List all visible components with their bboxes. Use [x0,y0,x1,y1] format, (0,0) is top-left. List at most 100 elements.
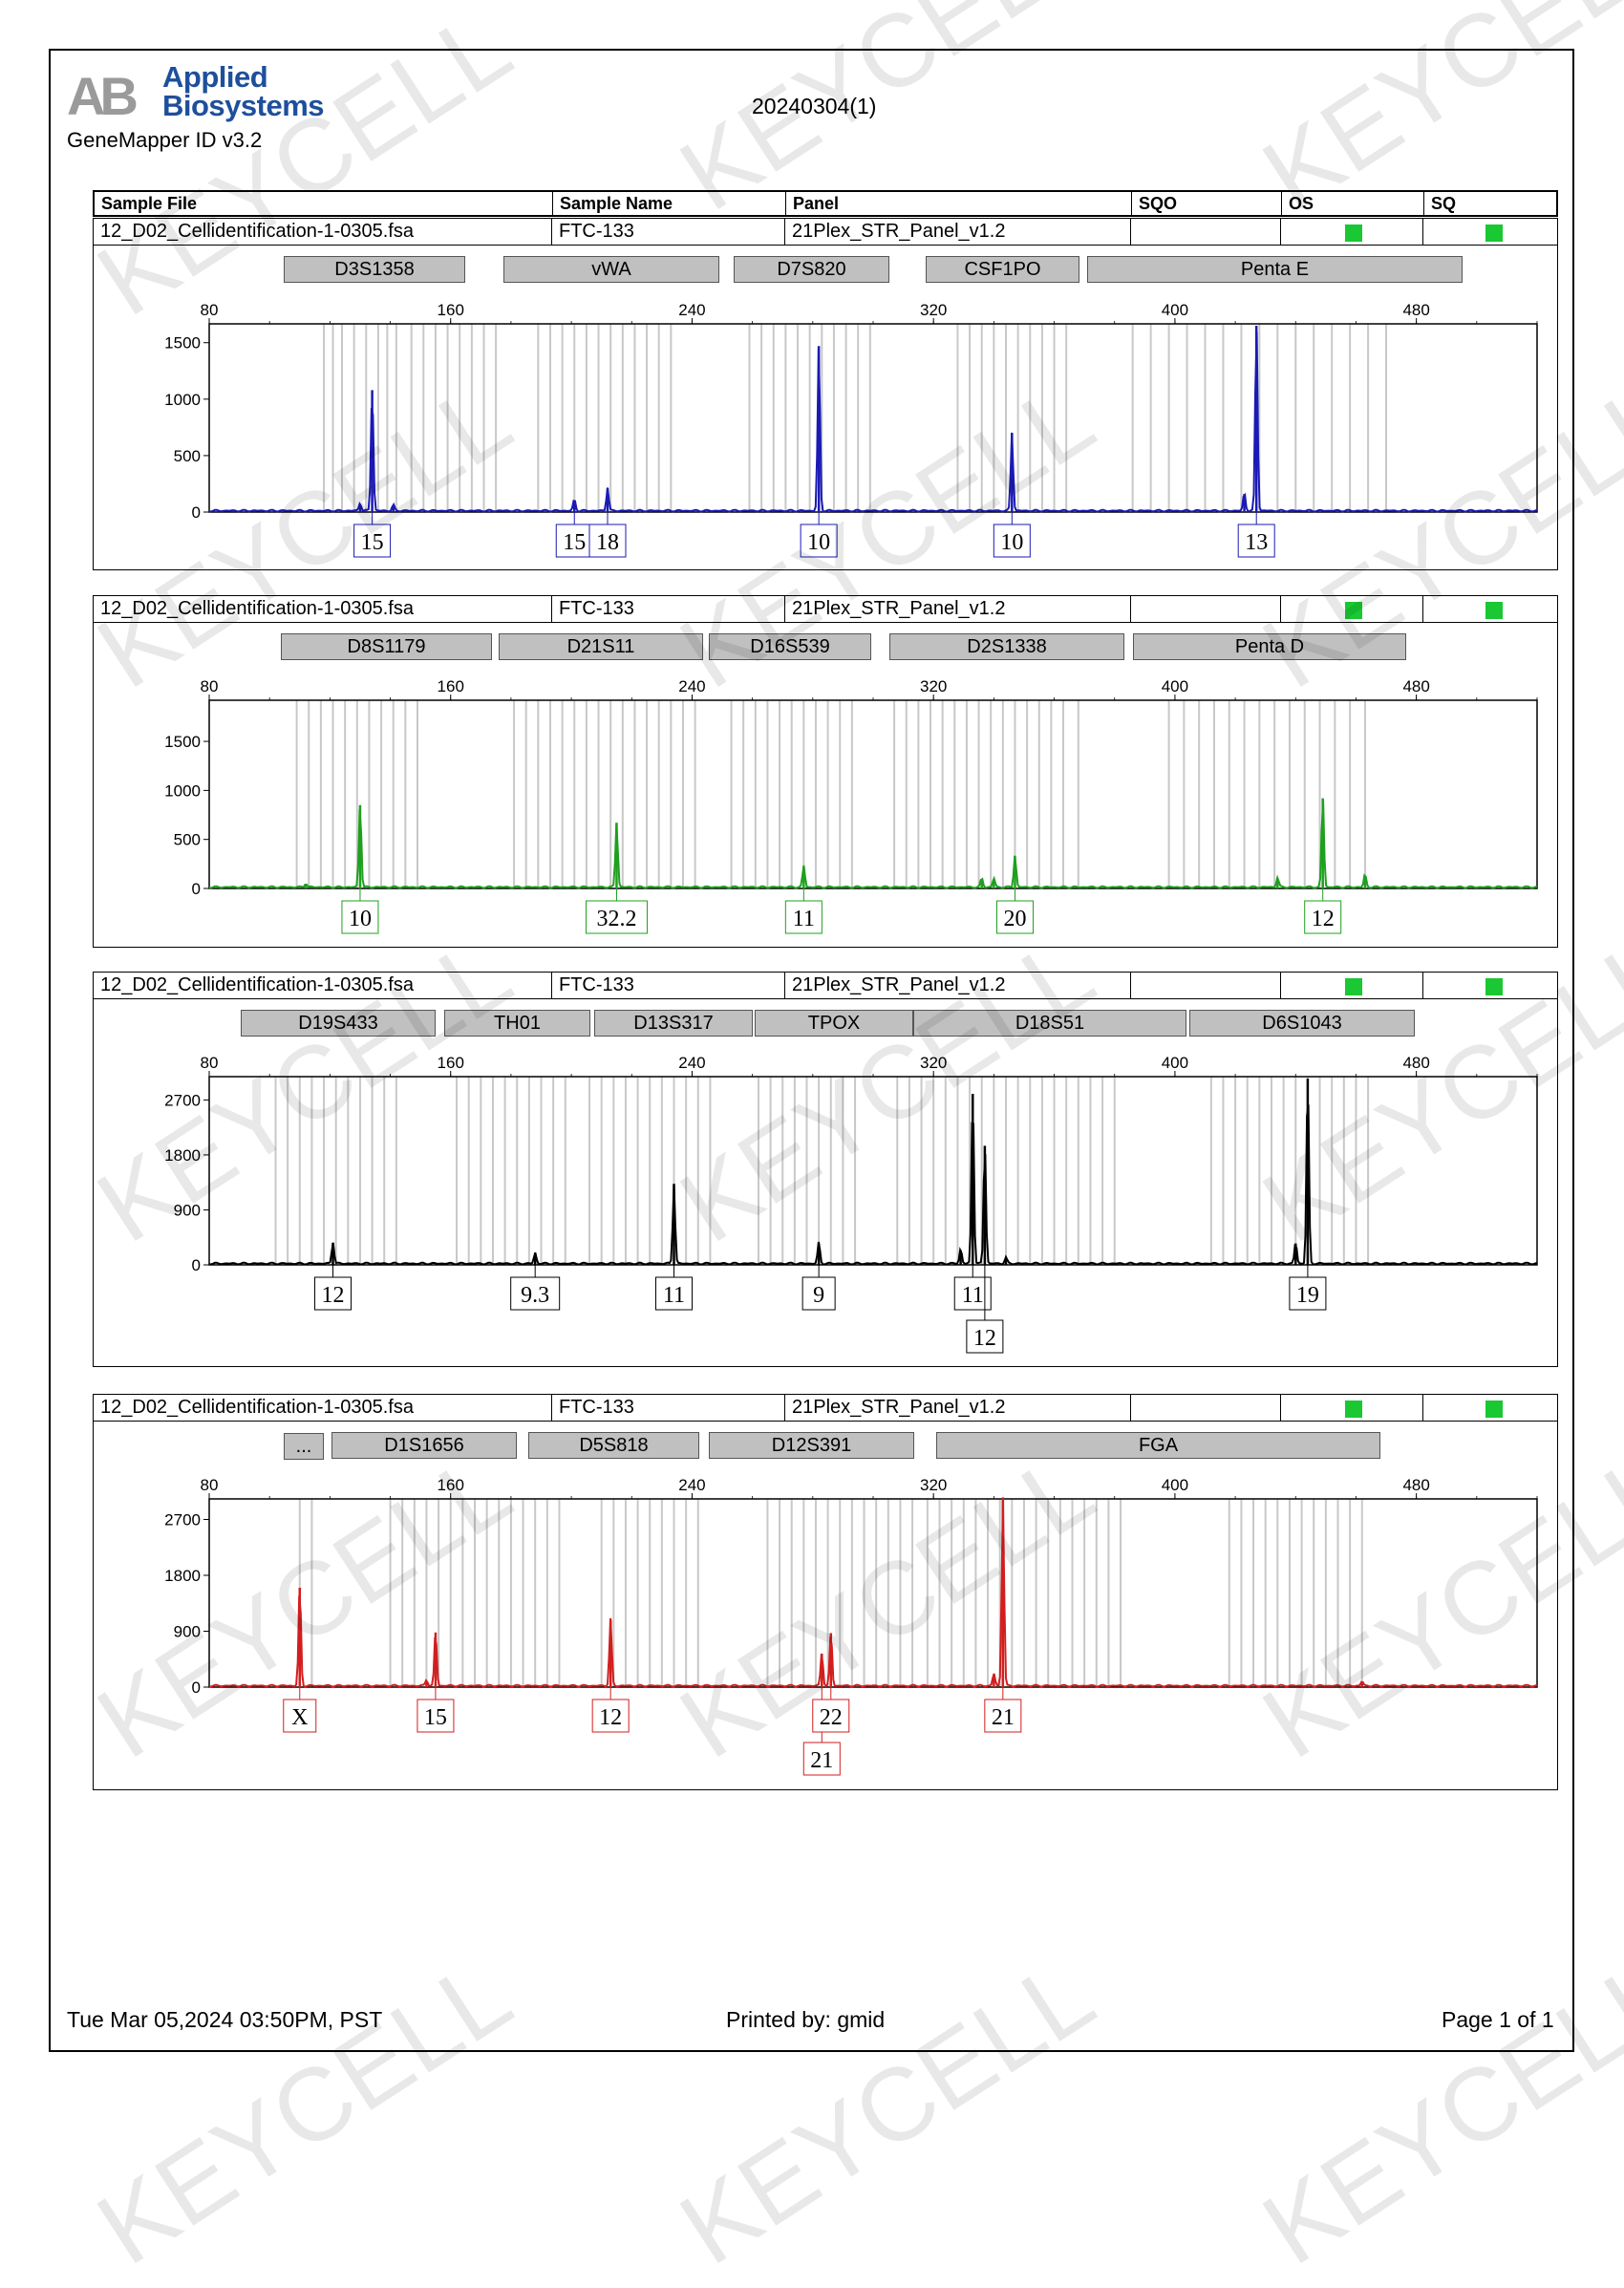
sample-table-header: Sample File Sample Name Panel SQO OS SQ [93,190,1558,217]
marker-penta-e[interactable]: Penta E [1087,256,1463,283]
allele-call-label: 11 [663,1283,685,1308]
allele-call-box[interactable] [1289,1276,1327,1311]
os-quality-flag[interactable] [1345,978,1362,995]
allele-call-box[interactable] [1237,524,1275,558]
x-tick-label: 480 [1402,1054,1429,1072]
allele-call-box[interactable] [1304,900,1342,934]
allele-call-label: 22 [820,1705,843,1730]
allele-call-label: 12 [973,1326,996,1351]
col-sample-file: Sample File [101,194,198,213]
allele-call-label: 10 [1000,530,1023,555]
allele-call-box[interactable] [802,1742,841,1776]
x-tick-label: 160 [438,1054,464,1072]
marker-d6s1043[interactable]: D6S1043 [1189,1010,1415,1037]
allele-call-box[interactable] [800,524,838,558]
x-tick-label: 160 [438,677,464,695]
y-tick-label: 500 [174,447,201,465]
marker-d21s11[interactable]: D21S11 [499,633,703,660]
allele-call-box[interactable] [510,1276,561,1311]
allele-call-label: 15 [361,530,384,555]
brand-name-line1: Applied [162,60,268,94]
x-tick-label: 480 [1402,1476,1429,1494]
allele-call-box[interactable] [655,1276,693,1311]
y-tick-label: 900 [174,1623,201,1641]
sq-quality-flag[interactable] [1485,602,1503,619]
sq-quality-flag[interactable] [1485,978,1503,995]
allele-call-box[interactable] [341,900,379,934]
x-tick-label: 80 [201,1476,219,1494]
print-date: Tue Mar 05,2024 03:50PM, PST [67,2007,383,2032]
sample-info-row: 12_D02_Cellidentification-1-0305.fsa FTC-… [94,219,1557,246]
y-tick-label: 2700 [164,1511,201,1529]
signal-trace [208,1497,1538,1688]
marker-d13s317[interactable]: D13S317 [594,1010,753,1037]
allele-call-box[interactable] [353,524,392,558]
marker-penta-d[interactable]: Penta D [1133,633,1406,660]
allele-call-label: 10 [349,907,372,931]
marker-d7s820[interactable]: D7S820 [734,256,889,283]
y-tick-label: 0 [192,1679,201,1697]
marker-tpox[interactable]: TPOX [755,1010,913,1037]
x-tick-label: 240 [678,677,705,695]
os-quality-flag[interactable] [1345,225,1362,242]
col-os: OS [1281,192,1423,215]
allele-call-box[interactable] [995,900,1034,934]
os-quality-flag[interactable] [1345,602,1362,619]
sq-quality-flag[interactable] [1485,1401,1503,1418]
marker-d12s391[interactable]: D12S391 [709,1432,914,1459]
x-tick-label: 400 [1162,1476,1188,1494]
y-tick-label: 1800 [164,1146,201,1165]
x-tick-label: 320 [920,677,947,695]
allele-call-box[interactable] [588,524,627,558]
x-tick-label: 160 [438,301,464,319]
marker-more[interactable]: ... [284,1433,324,1460]
marker-d19s433[interactable]: D19S433 [241,1010,436,1037]
allele-call-box[interactable] [993,524,1031,558]
sample-name: FTC-133 [551,1395,784,1421]
marker-d3s1358[interactable]: D3S1358 [284,256,465,283]
allele-call-box[interactable] [784,900,823,934]
panel-name: 21Plex_STR_Panel_v1.2 [784,973,1130,998]
sample-name: FTC-133 [551,596,784,622]
allele-call-box[interactable] [591,1699,630,1733]
allele-call-label: 20 [1003,907,1026,931]
sq-cell [1422,973,1559,998]
os-cell [1280,1395,1422,1421]
allele-call-box[interactable] [966,1319,1004,1354]
allele-call-box[interactable] [984,1699,1022,1733]
marker-d16s539[interactable]: D16S539 [709,633,871,660]
marker-d18s51[interactable]: D18S51 [913,1010,1186,1037]
x-tick-label: 400 [1162,301,1188,319]
page-number: Page 1 of 1 [1442,2007,1554,2032]
marker-th01[interactable]: TH01 [444,1010,590,1037]
electropherogram-green: 80 160 240 320 400 480 0 500 1000 1500 10 32.2 11 20 1… [164,677,1538,934]
y-tick-label: 1000 [164,391,201,409]
x-tick-label: 400 [1162,677,1188,695]
marker-csf1po[interactable]: CSF1PO [926,256,1079,283]
allele-call-label: 9 [813,1283,824,1308]
allele-call-label: 21 [992,1705,1015,1730]
signal-trace [208,331,1538,513]
sqo-cell [1130,219,1280,245]
marker-d8s1179[interactable]: D8S1179 [281,633,492,660]
allele-call-label: X [291,1705,308,1730]
x-tick-label: 80 [201,1054,219,1072]
sq-quality-flag[interactable] [1485,225,1503,242]
marker-d2s1338[interactable]: D2S1338 [889,633,1124,660]
marker-fga[interactable]: FGA [936,1432,1380,1459]
os-quality-flag[interactable] [1345,1401,1362,1418]
marker-d1s1656[interactable]: D1S1656 [331,1432,517,1459]
sample-info-row: 12_D02_Cellidentification-1-0305.fsa FTC-… [94,1395,1557,1422]
allele-call-box[interactable] [801,1276,836,1311]
y-tick-label: 1000 [164,781,201,800]
allele-call-box[interactable] [417,1699,455,1733]
allele-call-box[interactable] [283,1699,317,1733]
allele-call-box[interactable] [812,1699,850,1733]
marker-d5s818[interactable]: D5S818 [528,1432,699,1459]
signal-trace [208,1104,1538,1266]
sq-cell [1422,596,1559,622]
allele-call-box[interactable] [314,1276,353,1311]
allele-call-box[interactable] [585,900,648,934]
sq-cell [1422,1395,1559,1421]
marker-vwa[interactable]: vWA [503,256,719,283]
